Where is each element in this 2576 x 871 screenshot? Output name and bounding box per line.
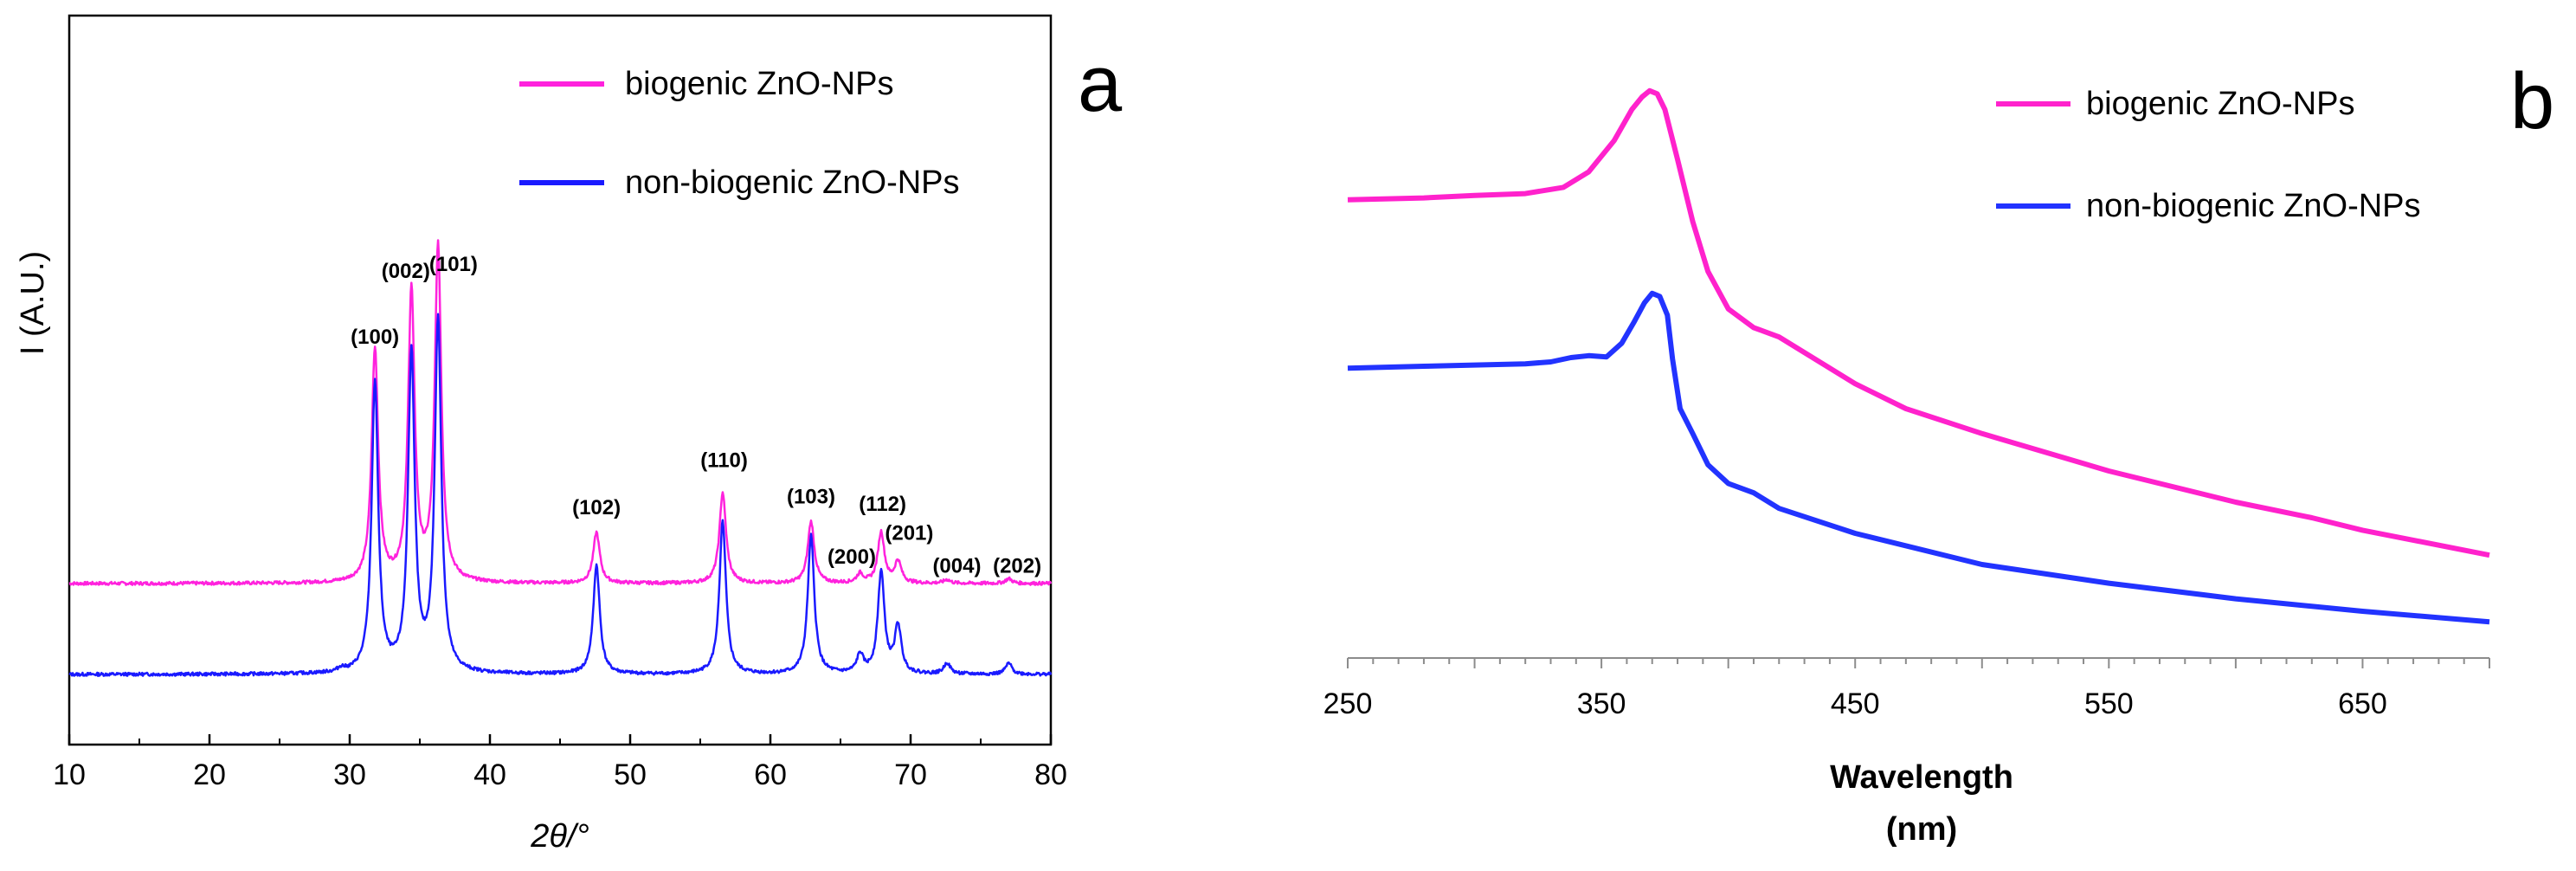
panel-a-peak-label: (201) (885, 522, 933, 545)
panel-b-x-axis-unit: (nm) (1886, 811, 1957, 848)
panel-a-peak-label: (004) (932, 554, 981, 577)
panel-a-peak-label: (200) (828, 545, 876, 569)
panel-a-series-biogenic (68, 239, 1053, 586)
panel-a-x-tick-label: 70 (894, 758, 927, 791)
panel-b-series (1347, 87, 2490, 625)
panel-b-series-non_biogenic (1347, 290, 2490, 625)
panel-b-x-tick-label: 550 (2084, 687, 2134, 720)
panel-a-peak-labels: (100) (002) (101) (102) (110) (103) (112) (200)… (351, 253, 1041, 578)
panel-b-x-tick-label: 350 (1577, 687, 1626, 720)
panel-a-series (68, 239, 1053, 677)
panel-b: 250 350 450 550 650 Wavelength (nm) biogenic… (1323, 57, 2555, 848)
panel-b-x-tick-label: 650 (2338, 687, 2387, 720)
panel-a-x-tick-label: 40 (473, 758, 506, 791)
panel-a-peak-label: (002) (382, 260, 430, 283)
panel-a-x-ticks: 10 20 30 40 50 60 70 80 (53, 734, 1067, 791)
panel-a-y-axis-label: I (A.U.) (15, 251, 51, 355)
panel-a-x-tick-label: 10 (53, 758, 86, 791)
panel-b-series-biogenic (1347, 87, 2490, 558)
panel-a-series-non_biogenic (68, 313, 1053, 677)
panel-a-x-tick-label: 50 (614, 758, 647, 791)
panel-b-x-axis-label: Wavelength (1830, 759, 2013, 796)
panel-b-legend-label-biogenic: biogenic ZnO-NPs (2086, 86, 2354, 122)
panel-a-peak-label: (102) (572, 496, 621, 519)
panel-b-legend-label-non-biogenic: non-biogenic ZnO-NPs (2086, 188, 2421, 224)
panel-a-x-tick-label: 80 (1034, 758, 1067, 791)
panel-a-x-tick-label: 20 (193, 758, 226, 791)
panel-a-x-tick-label: 60 (754, 758, 787, 791)
panel-a-peak-label: (110) (700, 449, 748, 473)
panel-b-x-ticks: 250 350 450 550 650 (1323, 658, 2490, 720)
panel-b-x-tick-label: 250 (1323, 687, 1373, 720)
panel-a-legend-label-biogenic: biogenic ZnO-NPs (625, 66, 893, 102)
panel-a-x-tick-label: 30 (333, 758, 366, 791)
panel-a-peak-label: (100) (351, 326, 399, 349)
panel-b-letter: b (2510, 57, 2554, 145)
panel-a: 10 20 30 40 50 60 70 80 (100) (002) (101) (102) (11… (15, 14, 1123, 855)
panel-a-letter: a (1078, 40, 1123, 128)
panel-a-x-axis-label: 2θ/° (530, 818, 589, 855)
panel-b-x-tick-label: 450 (1831, 687, 1880, 720)
panel-a-peak-label: (101) (429, 253, 478, 276)
panel-a-legend-label-non-biogenic: non-biogenic ZnO-NPs (625, 165, 960, 201)
panel-a-peak-label: (202) (993, 554, 1041, 577)
panel-a-peak-label: (112) (859, 493, 906, 516)
panel-a-peak-label: (103) (787, 486, 835, 509)
panel-a-frame (68, 14, 1053, 746)
